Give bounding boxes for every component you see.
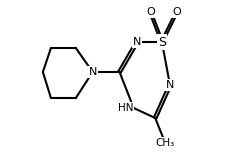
Text: HN: HN	[118, 103, 133, 113]
Text: N: N	[133, 37, 141, 47]
Text: N: N	[166, 80, 174, 90]
Text: CH₃: CH₃	[156, 138, 175, 148]
Text: N: N	[88, 67, 97, 77]
Text: S: S	[158, 36, 166, 49]
Text: O: O	[146, 7, 155, 17]
Text: O: O	[172, 7, 181, 17]
